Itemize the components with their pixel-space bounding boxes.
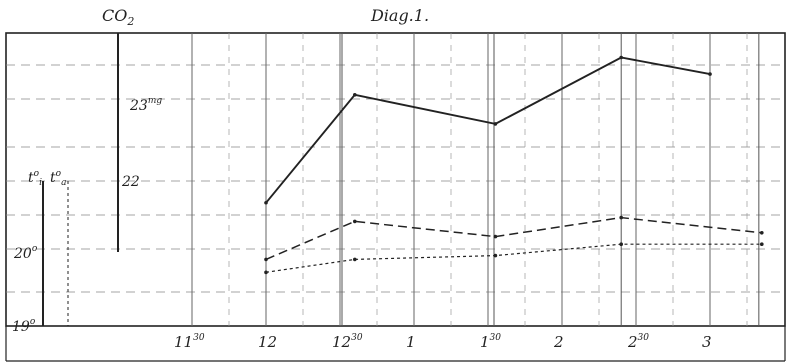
x-tick-label: 12 bbox=[258, 333, 277, 351]
x-tick-label: 1230 bbox=[332, 333, 363, 351]
plot-frame bbox=[5, 32, 786, 327]
series-dashed-point bbox=[353, 219, 357, 224]
temp-tick-label: 20o bbox=[13, 244, 38, 262]
series-dashed-point bbox=[619, 215, 623, 220]
co2-tick-label: 23mg bbox=[129, 96, 162, 114]
series-solid-point bbox=[619, 55, 623, 60]
x-tick-label: 130 bbox=[480, 333, 501, 351]
x-tick-label: 1130 bbox=[174, 333, 205, 351]
series-dashed-point bbox=[493, 234, 498, 239]
x-tick-label: 230 bbox=[627, 333, 649, 351]
x-tick-label: 2 bbox=[553, 333, 564, 351]
series-dashed-point bbox=[264, 257, 268, 262]
series-solid-point bbox=[353, 93, 357, 97]
temp-axis-label: toa bbox=[50, 169, 66, 188]
series-dotted-point bbox=[264, 270, 268, 275]
chart-title: Diag.1. bbox=[370, 6, 429, 25]
series-solid-point bbox=[708, 72, 712, 76]
x-tick-label: 1 bbox=[406, 333, 416, 351]
series-dotted-point bbox=[353, 257, 357, 262]
series-solid-point bbox=[264, 200, 268, 205]
series-dashed-point bbox=[760, 231, 764, 235]
temp-axis-label: toi bbox=[28, 169, 42, 188]
series-dotted-point bbox=[493, 253, 498, 258]
x-tick-label: 3 bbox=[702, 333, 712, 351]
co2-axis-label: CO2 bbox=[102, 6, 134, 28]
series-dotted-point bbox=[760, 242, 764, 246]
co2-tick-label: 22 bbox=[121, 174, 140, 190]
series-dotted-point bbox=[619, 242, 623, 246]
temp-tick-label: 19o bbox=[12, 317, 36, 335]
series-solid-point bbox=[493, 122, 498, 126]
